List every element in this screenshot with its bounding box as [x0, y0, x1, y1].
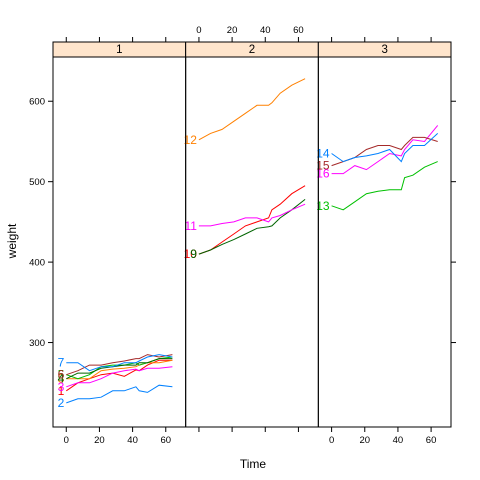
- series-line-9: [198, 199, 306, 255]
- series-line-6: [66, 354, 173, 376]
- x-tick-label-3-60: 60: [426, 435, 437, 446]
- x-tick-label-2-40: 40: [260, 25, 271, 36]
- series-label-8: 8: [58, 372, 65, 386]
- x-tick-label-1-0: 0: [64, 435, 69, 446]
- series-label-12: 12: [184, 133, 198, 147]
- series-label-4: 4: [58, 372, 65, 386]
- panel-2: 2 109 11 12: [184, 41, 319, 428]
- series-line-11: [198, 203, 306, 227]
- y-tick-label-400: 400: [29, 258, 45, 269]
- x-tick-label-1-20: 20: [94, 435, 105, 446]
- panel-frame-3: [317, 56, 452, 428]
- series-line-7: [66, 354, 173, 372]
- y-tick-label-600: 600: [29, 97, 45, 108]
- series-line-8: [66, 359, 173, 380]
- panel-frame-2: [185, 56, 319, 428]
- strip-label-1: 1: [116, 44, 122, 56]
- series-label-5: 5: [58, 368, 65, 382]
- series-label-13: 13: [316, 199, 330, 213]
- x-tick-label-2-20: 20: [227, 25, 238, 36]
- y-tick-label-500: 500: [29, 177, 45, 188]
- series-label-11: 11: [184, 219, 197, 233]
- x-axis-title: Time: [240, 457, 267, 471]
- series-line-1: [66, 359, 173, 392]
- series-line-16: [331, 125, 439, 175]
- series-label-1: 1: [58, 384, 65, 398]
- x-tick-label-3-20: 20: [359, 435, 370, 446]
- series-label-15: 15: [316, 159, 330, 173]
- series-label-3: 3: [58, 380, 65, 394]
- x-tick-label-1-60: 60: [160, 435, 171, 446]
- strip-label-2: 2: [249, 44, 255, 56]
- series-line-13: [331, 161, 438, 211]
- x-tick-label-3-0: 0: [329, 435, 334, 446]
- x-tick-label-2-60: 60: [293, 25, 304, 36]
- y-tick-label-300: 300: [29, 338, 45, 349]
- series-label-2: 2: [58, 396, 65, 410]
- x-tick-label-3-40: 40: [393, 435, 404, 446]
- y-axis-title: weight: [5, 223, 19, 259]
- series-line-2: [66, 384, 173, 404]
- series-label-16: 16: [316, 167, 330, 181]
- x-tick-label-2-0: 0: [196, 25, 201, 36]
- x-tick-label-1-40: 40: [127, 435, 138, 446]
- strip-label-3: 3: [381, 44, 387, 56]
- series-line-10: [198, 185, 306, 255]
- series-label-10: 10: [184, 247, 198, 261]
- series-label-14: 14: [316, 147, 330, 161]
- series-label-6: 6: [58, 368, 65, 382]
- series-line-4: [66, 358, 173, 380]
- series-line-3: [66, 366, 173, 388]
- series-label-7: 7: [58, 356, 65, 370]
- series-line-14: [331, 133, 439, 163]
- series-label-9: 9: [190, 247, 197, 261]
- series-line-12: [198, 78, 306, 141]
